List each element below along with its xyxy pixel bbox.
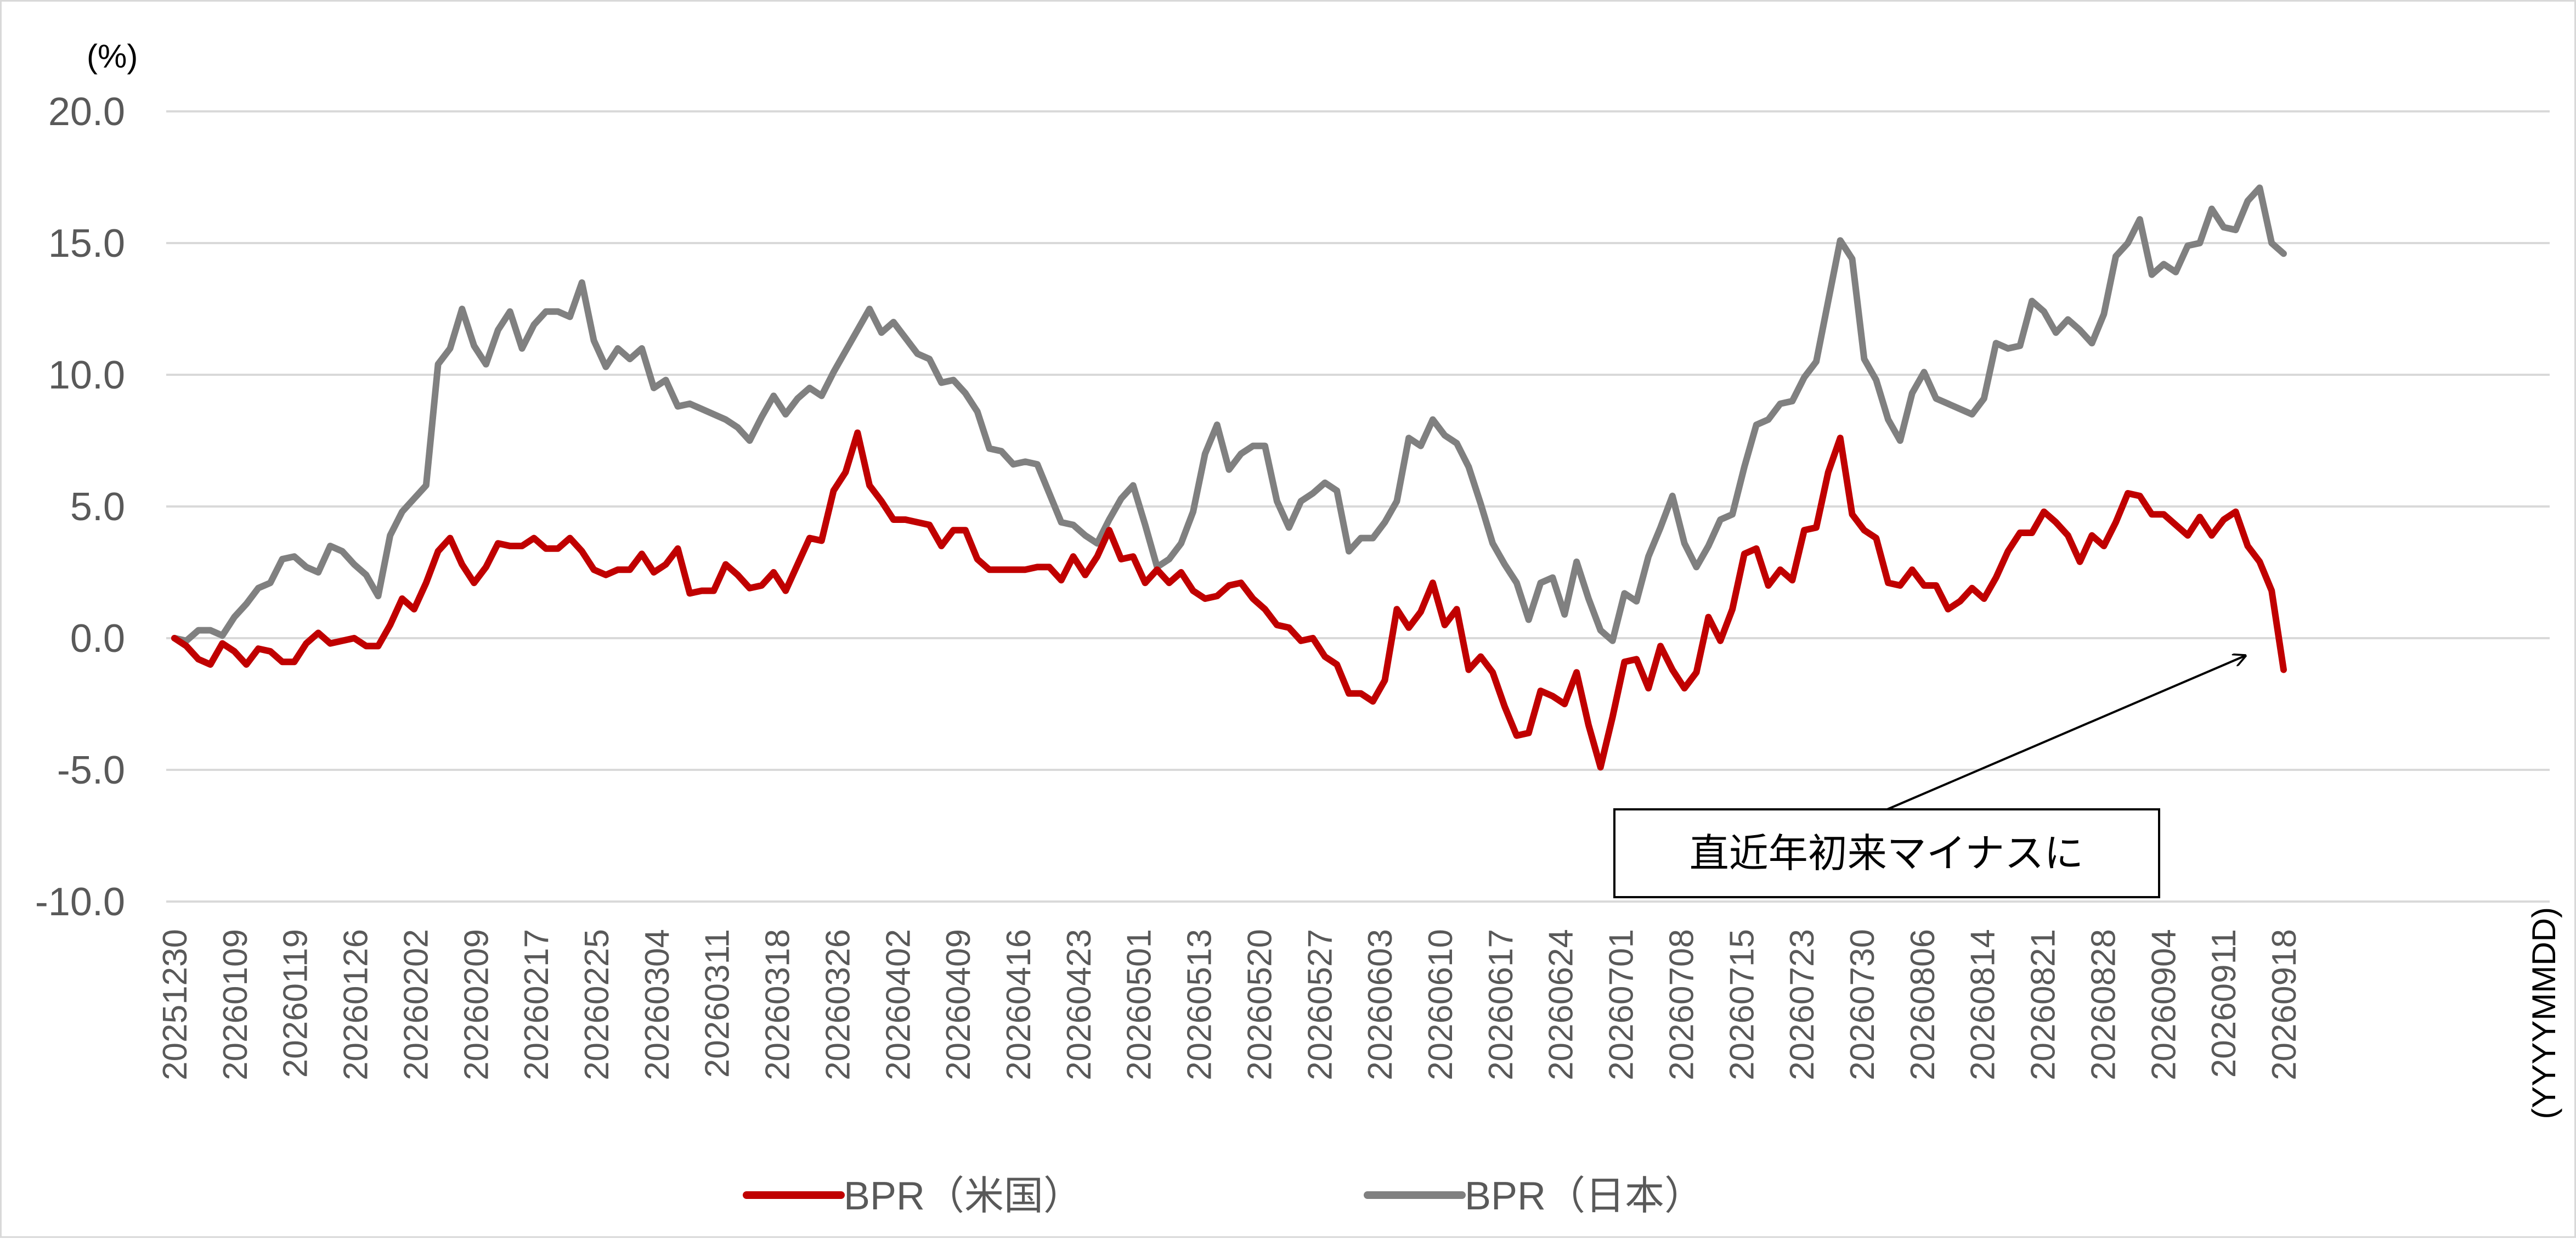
legend-label-us: BPR（米国） [844, 1174, 1083, 1218]
x-tick-label: 20260501 [1121, 929, 1159, 1080]
series-line-0 [171, 429, 2287, 771]
x-tick-label: 20260318 [759, 929, 797, 1080]
x-tick-label: 20260701 [1603, 929, 1641, 1080]
x-tick-label: 20260708 [1663, 929, 1701, 1080]
x-tick-label: 20260904 [2145, 929, 2183, 1080]
y-tick-label: -10.0 [35, 880, 125, 924]
x-tick-label: 20260409 [940, 929, 978, 1080]
x-tick-label: 20260715 [1723, 929, 1761, 1080]
x-tick-label: 20260617 [1482, 929, 1520, 1080]
y-tick-label: 15.0 [48, 222, 125, 266]
x-tick-label: 20260513 [1181, 929, 1219, 1080]
x-tick-label: 20260814 [1964, 929, 2002, 1080]
x-tick-label: 20260109 [217, 929, 255, 1080]
x-tick-label: 20260821 [2025, 929, 2063, 1080]
legend: BPR（米国） BPR（日本） [743, 1174, 1704, 1218]
x-tick-label: 20260402 [879, 929, 917, 1080]
x-tick-label: 20260624 [1543, 929, 1580, 1080]
y-tick-label: 0.0 [70, 617, 125, 661]
x-tick-label: 20260423 [1060, 929, 1098, 1080]
x-tick-label: 20260911 [2205, 929, 2243, 1078]
x-tick-label: 20260610 [1422, 929, 1460, 1080]
y-tick-label: 10.0 [48, 353, 125, 397]
x-unit-label: (YYYYMMDD) [2526, 907, 2562, 1119]
x-tick-label: 20260520 [1241, 929, 1279, 1080]
x-tick-label: 20260828 [2084, 929, 2122, 1080]
annotation-arrow [1885, 656, 2245, 811]
y-axis-ticks: 20.0 15.0 10.0 5.0 0.0 -5.0 -10.0 [35, 90, 125, 924]
x-tick-label: 20260918 [2266, 929, 2303, 1080]
x-tick-label: 20260225 [578, 929, 616, 1080]
y-tick-label: -5.0 [57, 748, 125, 792]
series-line-1 [171, 184, 2287, 644]
y-unit-label: (%) [87, 38, 138, 75]
x-tick-label: 20260217 [518, 929, 556, 1080]
y-tick-label: 5.0 [70, 485, 125, 529]
annotation-text: 直近年初来マイナスに [1690, 832, 2084, 876]
y-tick-label: 20.0 [48, 90, 125, 134]
x-tick-label: 20260730 [1844, 929, 1882, 1080]
series-lines [171, 184, 2287, 771]
annotation: 直近年初来マイナスに [1613, 656, 2245, 898]
x-tick-label: 20260326 [819, 929, 857, 1080]
x-tick-label: 20260119 [277, 929, 315, 1078]
x-tick-label: 20260126 [337, 929, 375, 1080]
x-tick-label: 20260202 [397, 929, 435, 1080]
legend-label-jp: BPR（日本） [1465, 1174, 1704, 1218]
gridlines [166, 110, 2550, 903]
x-tick-label: 20260723 [1783, 929, 1821, 1080]
annotation-box [1613, 808, 2160, 898]
x-tick-label: 20251230 [156, 929, 194, 1080]
x-tick-label: 20260311 [699, 929, 737, 1078]
x-axis-ticks: 20251230 20260109 20260119 20260126 20260202… [156, 929, 2303, 1080]
x-tick-label: 20260527 [1301, 929, 1339, 1080]
x-tick-label: 20260806 [1904, 929, 1942, 1080]
x-tick-label: 20260416 [1000, 929, 1038, 1080]
x-tick-label: 20260304 [639, 929, 676, 1080]
x-tick-label: 20260209 [457, 929, 495, 1080]
x-tick-label: 20260603 [1362, 929, 1399, 1080]
